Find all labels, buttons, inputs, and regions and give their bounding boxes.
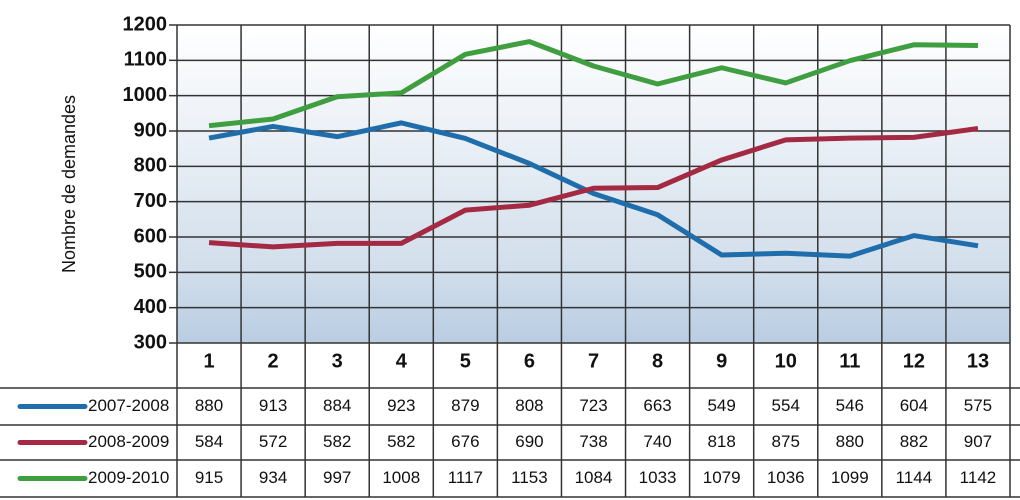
y-tick-label: 1000 bbox=[123, 84, 168, 106]
table-cell: 907 bbox=[964, 432, 992, 451]
table-cell: 1084 bbox=[575, 468, 613, 487]
table-cell: 690 bbox=[515, 432, 543, 451]
table-cell: 575 bbox=[964, 396, 992, 415]
x-tick-label: 2 bbox=[268, 350, 279, 372]
series-line bbox=[208, 126, 979, 250]
table-cell: 676 bbox=[451, 432, 479, 451]
table-cell: 880 bbox=[195, 396, 223, 415]
x-tick-label: 12 bbox=[903, 350, 925, 372]
table-cell: 882 bbox=[900, 432, 928, 451]
y-tick-label: 400 bbox=[134, 296, 167, 318]
x-tick-label: 13 bbox=[967, 350, 989, 372]
x-tick-label: 3 bbox=[332, 350, 343, 372]
y-tick-label: 1100 bbox=[124, 49, 167, 71]
table-cell: 604 bbox=[900, 396, 928, 415]
table-cell: 808 bbox=[515, 396, 543, 415]
table-cell: 663 bbox=[643, 396, 671, 415]
y-tick-label: 700 bbox=[134, 190, 167, 212]
legend-label: 2008-2009 bbox=[88, 432, 169, 451]
table-cell: 1153 bbox=[511, 468, 548, 487]
table-cell: 880 bbox=[836, 432, 864, 451]
x-tick-label: 8 bbox=[652, 350, 663, 372]
series-line bbox=[208, 120, 979, 259]
y-tick-label: 800 bbox=[134, 155, 167, 177]
x-tick-label: 1 bbox=[203, 350, 214, 372]
x-tick-label: 7 bbox=[588, 350, 599, 372]
table-cell: 1099 bbox=[831, 468, 869, 487]
table-cell: 554 bbox=[772, 396, 800, 415]
table-cell: 934 bbox=[259, 468, 287, 487]
y-tick-label: 900 bbox=[134, 119, 167, 141]
series-line bbox=[208, 39, 978, 129]
table-cell: 879 bbox=[451, 396, 479, 415]
table-cell: 549 bbox=[707, 396, 735, 415]
x-tick-label: 6 bbox=[524, 350, 535, 372]
table-cell: 884 bbox=[323, 396, 351, 415]
table-cell: 923 bbox=[387, 396, 415, 415]
legend-label: 2009-2010 bbox=[88, 468, 169, 487]
table-cell: 1033 bbox=[639, 468, 677, 487]
y-tick-label: 500 bbox=[134, 261, 167, 283]
table-cell: 740 bbox=[643, 432, 671, 451]
table-cell: 1142 bbox=[960, 468, 997, 487]
table-cell: 582 bbox=[323, 432, 351, 451]
table-cell: 1079 bbox=[703, 468, 741, 487]
table-cell: 546 bbox=[836, 396, 864, 415]
x-tick-label: 11 bbox=[839, 350, 860, 372]
table-cell: 818 bbox=[707, 432, 735, 451]
table-cell: 1036 bbox=[767, 468, 805, 487]
plot-background bbox=[177, 25, 1010, 343]
x-tick-label: 5 bbox=[460, 350, 471, 372]
x-tick-label: 4 bbox=[396, 350, 408, 372]
y-tick-label: 600 bbox=[134, 225, 167, 247]
table-cell: 1117 bbox=[448, 468, 483, 487]
table-cell: 738 bbox=[579, 432, 607, 451]
table-cell: 582 bbox=[387, 432, 415, 451]
table-cell: 875 bbox=[772, 432, 800, 451]
table-cell: 723 bbox=[579, 396, 607, 415]
y-tick-label: 1200 bbox=[123, 13, 168, 35]
table-cell: 913 bbox=[259, 396, 287, 415]
table-cell: 1008 bbox=[382, 468, 420, 487]
table-cell: 1144 bbox=[896, 468, 933, 487]
legend-label: 2007-2008 bbox=[88, 396, 169, 415]
x-tick-label: 10 bbox=[775, 350, 797, 372]
x-tick-label: 9 bbox=[716, 350, 727, 372]
table-cell: 584 bbox=[195, 432, 223, 451]
y-tick-label: 300 bbox=[134, 331, 167, 353]
table-cell: 915 bbox=[195, 468, 223, 487]
table-cell: 572 bbox=[259, 432, 287, 451]
y-axis-title: Nombre de demandes bbox=[59, 95, 79, 273]
table-cell: 997 bbox=[323, 468, 351, 487]
